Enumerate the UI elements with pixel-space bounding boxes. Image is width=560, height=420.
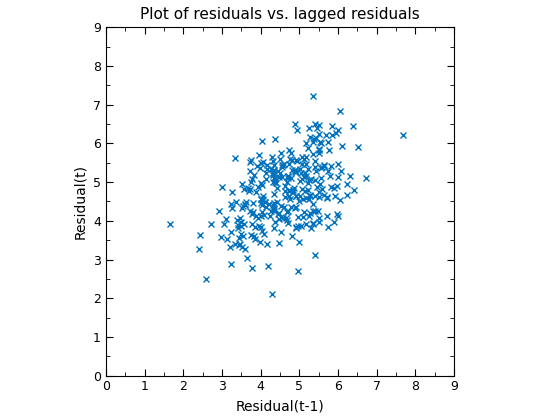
Y-axis label: Residual(t): Residual(t) [73, 164, 87, 239]
Title: Plot of residuals vs. lagged residuals: Plot of residuals vs. lagged residuals [140, 7, 420, 22]
X-axis label: Residual(t-1): Residual(t-1) [236, 399, 324, 413]
